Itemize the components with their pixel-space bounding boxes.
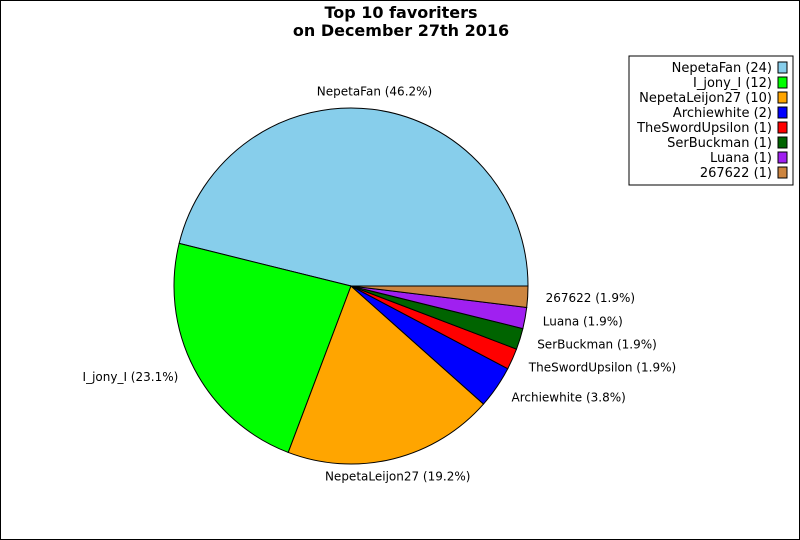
legend-swatch (777, 166, 788, 179)
legend: NepetaFan (24)I_jony_I (12)NepetaLeijon2… (628, 55, 794, 186)
slice-label: TheSwordUpsilon (1.9%) (528, 360, 676, 374)
slice-label: SerBuckman (1.9%) (537, 337, 657, 351)
chart-subtitle: on December 27th 2016 (293, 21, 509, 40)
legend-swatch (777, 91, 788, 104)
legend-box (628, 55, 794, 186)
slice-label: Archiewhite (3.8%) (512, 390, 626, 404)
slice-label: Luana (1.9%) (543, 314, 623, 328)
legend-label: NepetaFan (24) (672, 61, 772, 76)
legend-label: 267622 (1) (700, 166, 772, 181)
legend-label: NepetaLeijon27 (10) (639, 91, 772, 106)
chart-title: Top 10 favoriters (324, 3, 477, 22)
legend-swatch (777, 136, 788, 149)
legend-label: I_jony_I (12) (693, 76, 772, 91)
legend-swatch (777, 61, 788, 74)
pie-slice-nepetaleijon27 (287, 285, 485, 465)
legend-swatch (777, 151, 788, 164)
slice-label: NepetaFan (46.2%) (317, 84, 432, 98)
legend-swatch (777, 106, 788, 119)
slice-label: NepetaLeijon27 (19.2%) (325, 469, 470, 483)
pie-slice-i-jony-i (173, 242, 352, 454)
legend-swatch (777, 121, 788, 134)
pie-labels: NepetaFan (46.2%) I_jony_I (23.1%) NepetaL… (83, 84, 677, 483)
slice-label: I_jony_I (23.1%) (83, 370, 179, 384)
legend-swatch (777, 76, 788, 89)
slice-label: 267622 (1.9%) (546, 291, 635, 305)
legend-items: NepetaFan (24)I_jony_I (12)NepetaLeijon2… (636, 61, 788, 181)
pie-slice-nepetafan (178, 107, 529, 287)
pie-slices (173, 107, 529, 465)
pie-slice-267622 (350, 285, 529, 309)
legend-label: Archiewhite (2) (673, 106, 772, 121)
legend-label: TheSwordUpsilon (1) (636, 121, 772, 136)
legend-label: Luana (1) (710, 151, 772, 166)
legend-label: SerBuckman (1) (667, 136, 772, 151)
